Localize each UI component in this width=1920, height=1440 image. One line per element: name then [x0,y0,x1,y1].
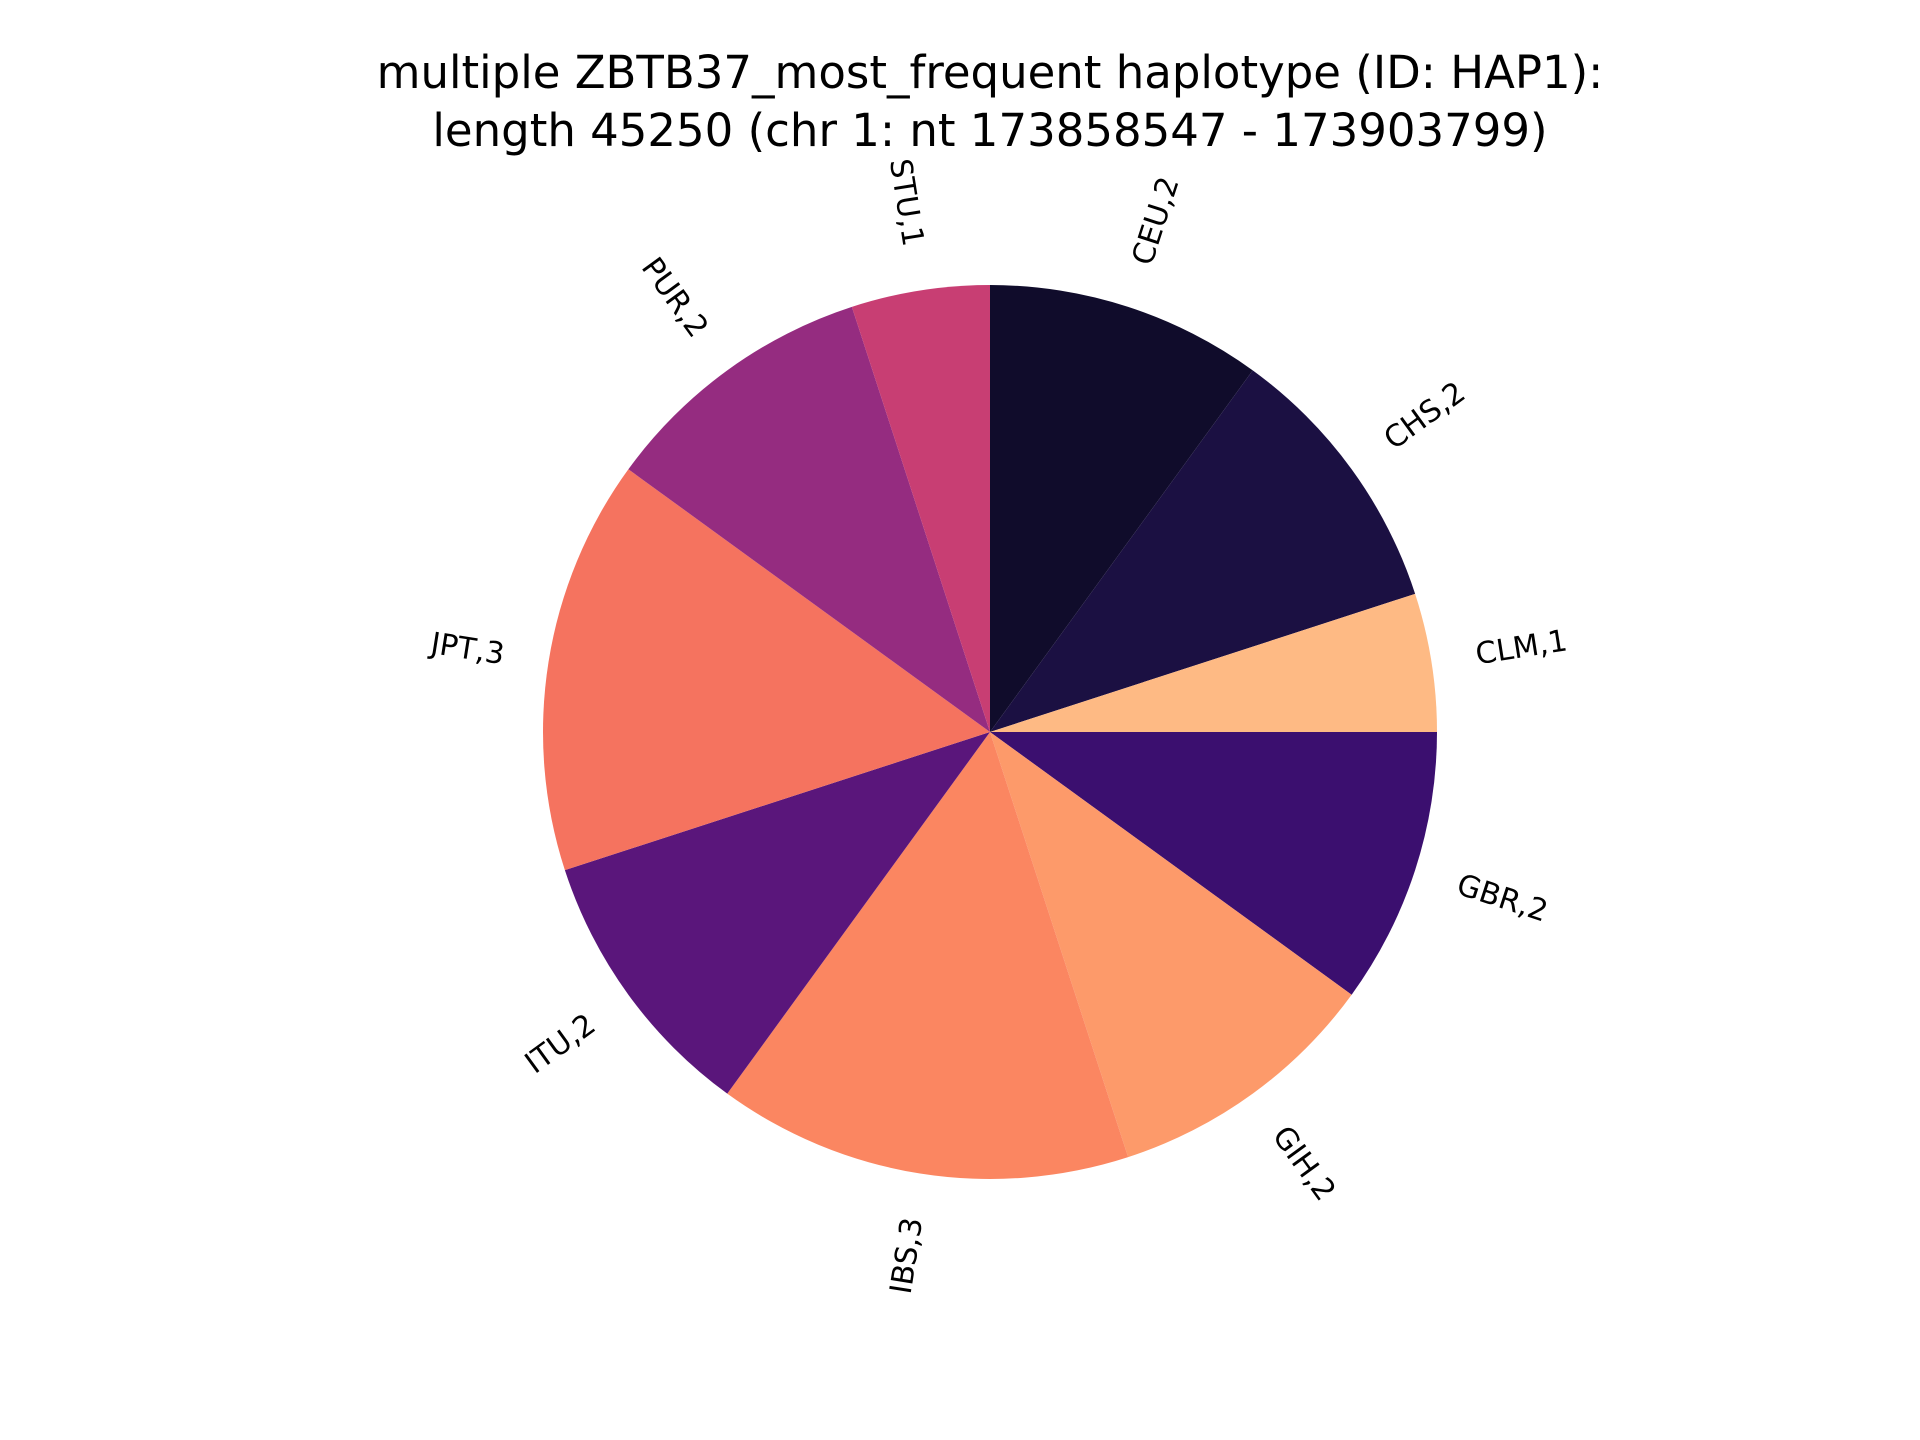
pie-label-stu: STU,1 [882,156,930,248]
pie-label-ibs: IBS,3 [884,1215,931,1296]
pie-slice-ceu [990,285,1253,732]
pie-label-clm: CLM,1 [1473,623,1570,672]
chart-title-line-2: length 45250 (chr 1: nt 173858547 - 1739… [432,104,1548,157]
pie-label-gbr: GBR,2 [1453,867,1553,929]
pie-slice-jpt [542,469,990,871]
pie-slice-chs [990,370,1416,732]
pie-slice-clm [990,593,1437,732]
chart-title: multiple ZBTB37_most_frequent haplotype … [0,44,1920,160]
pie-label-jpt: JPT,3 [426,626,506,672]
pie-label-ceu: CEU,2 [1125,173,1186,270]
chart-title-line-1: multiple ZBTB37_most_frequent haplotype … [376,46,1604,99]
pie-slice-itu [564,732,990,1094]
pie-slice-stu [851,285,990,732]
pie-label-itu: ITU,2 [519,1007,602,1081]
pie-label-pur: PUR,2 [634,251,715,344]
pie-slice-ibs [727,732,1129,1179]
pie-label-chs: CHS,2 [1378,375,1472,457]
pie-slices [542,285,1437,1179]
pie-slice-gih [990,732,1352,1158]
pie-slice-pur [628,306,990,732]
pie-slice-gbr [990,732,1437,995]
pie-label-gih: GIH,2 [1265,1120,1342,1208]
